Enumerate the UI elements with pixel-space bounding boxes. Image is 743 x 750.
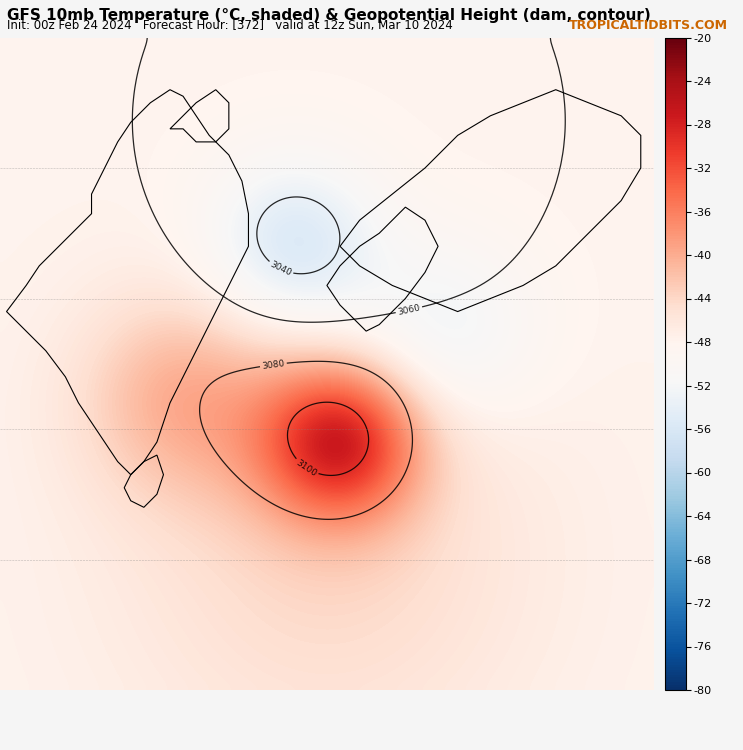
Text: 3060: 3060 <box>397 303 421 316</box>
Text: 3040: 3040 <box>268 260 293 278</box>
Text: Init: 00z Feb 24 2024   Forecast Hour: [372]   valid at 12z Sun, Mar 10 2024: Init: 00z Feb 24 2024 Forecast Hour: [37… <box>7 19 453 32</box>
Text: 3100: 3100 <box>294 458 319 478</box>
Text: GFS 10mb Temperature (°C, shaded) & Geopotential Height (dam, contour): GFS 10mb Temperature (°C, shaded) & Geop… <box>7 8 651 23</box>
Text: 3080: 3080 <box>262 358 285 370</box>
Text: TROPICALTIDBITS.COM: TROPICALTIDBITS.COM <box>569 19 728 32</box>
